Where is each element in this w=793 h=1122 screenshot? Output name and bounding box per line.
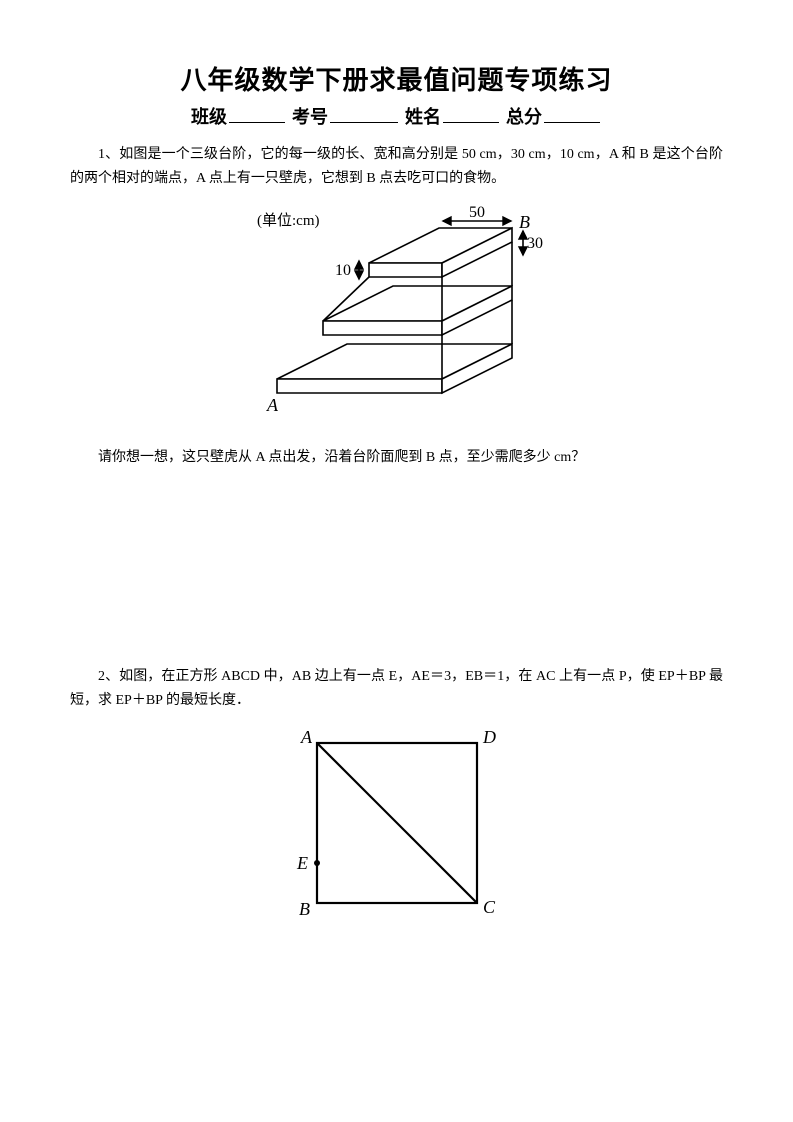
q1-dim-50: 50 — [469, 204, 485, 221]
q1-dim-30: 30 — [527, 235, 543, 252]
q1-dim-10: 10 — [335, 262, 351, 279]
q1-unit-label: (单位:cm) — [257, 212, 319, 229]
q2-text: 2、如图，在正方形 ABCD 中，AB 边上有一点 E，AE＝3，EB＝1，在 … — [70, 665, 723, 713]
info-row: 班级 考号 姓名 总分 — [70, 103, 723, 129]
q1-text-ask: 请你想一想，这只壁虎从 A 点出发，沿着台阶面爬到 B 点，至少需爬多少 cm？ — [70, 446, 723, 470]
q2-label-A: A — [300, 727, 313, 747]
blank-class[interactable] — [229, 108, 285, 123]
q1-text-main: 1、如图是一个三级台阶，它的每一级的长、宽和高分别是 50 cm，30 cm，1… — [70, 143, 723, 191]
worksheet-title: 八年级数学下册求最值问题专项练习 — [70, 60, 723, 97]
q2-figure: A D C B E — [70, 723, 723, 938]
blank-total[interactable] — [544, 108, 600, 123]
q2-square-svg: A D C B E — [277, 723, 517, 933]
q1-figure: 50 B 30 10 (单位:cm) A — [70, 201, 723, 426]
q2-label-B: B — [299, 899, 310, 919]
q2-label-E: E — [296, 853, 308, 873]
q1-label-B: B — [519, 212, 530, 232]
blank-examno[interactable] — [330, 108, 398, 123]
q2-label-D: D — [482, 727, 496, 747]
q1-answer-space — [70, 475, 723, 665]
label-class: 班级 — [191, 107, 227, 127]
blank-name[interactable] — [443, 108, 499, 123]
label-examno: 考号 — [292, 107, 328, 127]
q1-label-A: A — [266, 395, 279, 415]
q2-point-E — [314, 860, 320, 866]
q2-label-C: C — [483, 897, 496, 917]
page: 八年级数学下册求最值问题专项练习 班级 考号 姓名 总分 1、如图是一个三级台阶… — [0, 0, 793, 1122]
label-total: 总分 — [506, 107, 542, 127]
label-name: 姓名 — [405, 107, 441, 127]
q1-stairs-svg: 50 B 30 10 (单位:cm) A — [227, 201, 567, 421]
